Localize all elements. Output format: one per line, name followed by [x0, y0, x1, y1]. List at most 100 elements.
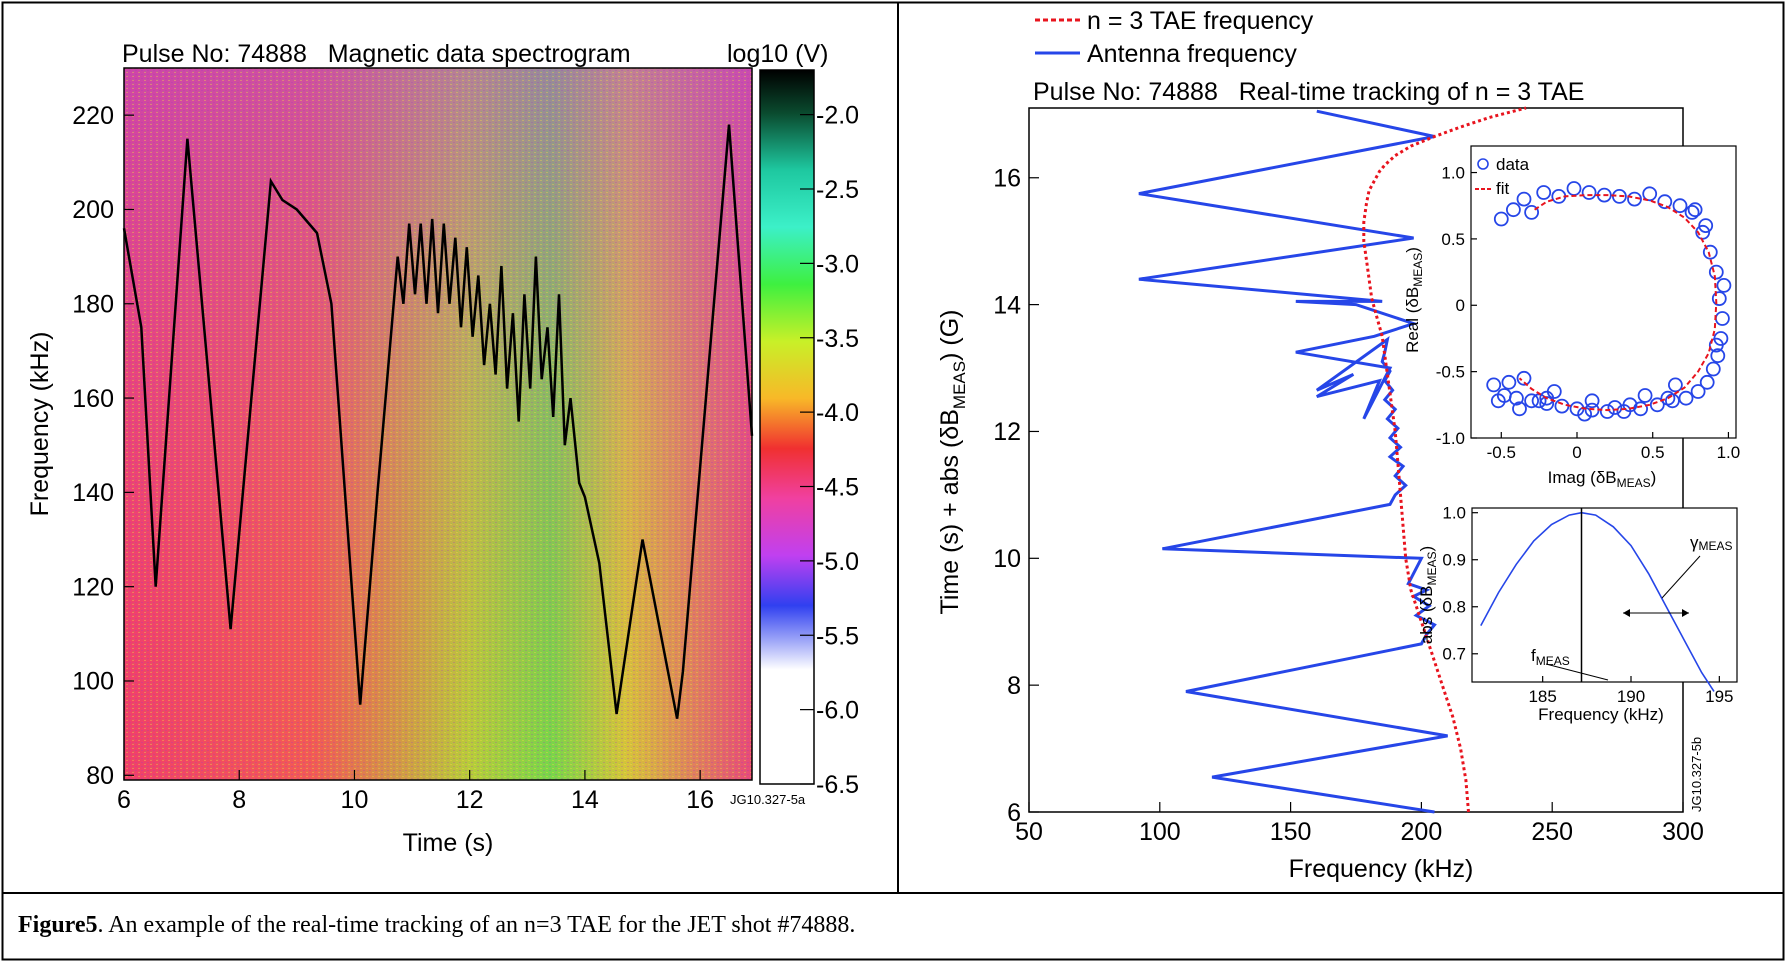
data-point — [1516, 370, 1532, 386]
inset-polar-x-label-tail: ) — [1651, 468, 1657, 487]
data-point — [1698, 218, 1714, 234]
y-tick-label: 120 — [72, 573, 114, 601]
colorbar-tick-label: -4.0 — [816, 399, 859, 427]
colorbar-tick-label: -2.5 — [816, 176, 859, 204]
colorbar-tick-label: -5.5 — [816, 622, 859, 650]
data-point — [1711, 291, 1727, 307]
inset-resonance-x-ticks: 185 190 195 — [1528, 676, 1734, 706]
y-tick-label: 0.8 — [1442, 598, 1466, 617]
x-tick-label: 200 — [1401, 818, 1443, 846]
spectrogram-frequency-trace — [122, 124, 754, 719]
inset-polar-plot: -0.5 0 0.5 1.0 -1.0 -0.5 0 0.5 1.0 data fit Ima… — [1403, 145, 1740, 490]
f-meas-arrow — [1545, 663, 1609, 681]
y-tick-label: 10 — [993, 545, 1021, 573]
spectrogram-y-ticks: 80 100 120 140 160 180 200 220 — [72, 102, 134, 790]
data-point — [1668, 377, 1683, 393]
data-point — [1695, 224, 1711, 240]
data-point — [1607, 400, 1623, 415]
data-point — [1705, 361, 1721, 377]
colorbar-ticks: -2.0 -2.5 -3.0 -3.5 -4.0 -4.5 -5.0 -5.5 -6.0 -6.5 — [800, 102, 859, 799]
y-tick-label: 0 — [1456, 296, 1465, 315]
x-tick-label: 50 — [1015, 818, 1043, 846]
data-point — [1524, 204, 1539, 220]
data-point — [1539, 390, 1555, 406]
tae-frequency-line — [1362, 106, 1527, 813]
tracking-y-label-main: Time (s) + abs (δB — [936, 409, 964, 614]
x-tick-label: 10 — [341, 786, 369, 814]
tracking-y-label-tail: ) (G) — [936, 310, 964, 361]
x-tick-label: 16 — [686, 786, 714, 814]
data-point — [1516, 191, 1532, 207]
inset-polar-x-label-main: Imag (δB — [1548, 468, 1617, 487]
colorbar-tick-label: -4.5 — [816, 474, 859, 502]
inset-resonance-x-label: Frequency (kHz) — [1538, 705, 1664, 724]
y-tick-label: 100 — [72, 668, 114, 696]
inset-resonance-y-label-tail: ) — [1417, 546, 1436, 552]
x-tick-label: 195 — [1705, 687, 1733, 706]
tracking-id-tag: JG10.327-5b — [1689, 737, 1704, 812]
y-tick-label: 16 — [993, 165, 1021, 193]
legend-antenna-label: Antenna frequency — [1087, 40, 1297, 68]
legend-fit-label: fit — [1496, 179, 1510, 198]
spectrogram-noise-texture — [124, 68, 752, 780]
data-point — [1649, 397, 1665, 413]
x-tick-label: 150 — [1270, 818, 1312, 846]
data-point — [1660, 390, 1676, 406]
data-point — [1672, 198, 1688, 214]
data-point — [1708, 264, 1724, 280]
data-point — [1584, 393, 1600, 409]
x-tick-label: 250 — [1531, 818, 1573, 846]
x-tick-label: 100 — [1139, 818, 1181, 846]
inset-polar-x-ticks: -0.5 0 0.5 1.0 — [1487, 432, 1740, 462]
x-tick-label: 0 — [1572, 443, 1581, 462]
antenna-frequency-line — [1138, 109, 1448, 814]
caption-text: . An example of the real-time tracking o… — [97, 912, 856, 938]
tracking-x-ticks: 50 100 150 200 250 300 — [1015, 802, 1704, 846]
inset-resonance-y-label: abs (δBMEAS) — [1417, 546, 1439, 644]
y-tick-label: 220 — [72, 102, 114, 130]
spectrogram-y-label: Frequency (kHz) — [26, 332, 54, 517]
colorbar-tick-label: -3.5 — [816, 325, 859, 353]
colorbar-tick-label: -6.0 — [816, 697, 859, 725]
inset-resonance-y-ticks: 0.7 0.8 0.9 1.0 — [1442, 504, 1478, 664]
data-point — [1690, 384, 1706, 399]
data-point — [1493, 211, 1509, 227]
inset-polar-y-label-sub: MEAS — [1411, 253, 1425, 287]
spectrogram-x-ticks: 6 8 10 12 14 16 — [117, 770, 714, 814]
data-point — [1687, 202, 1703, 218]
inset-polar-y-label-main: Real (δB — [1403, 287, 1422, 353]
x-tick-label: -0.5 — [1487, 443, 1516, 462]
data-point — [1486, 377, 1502, 393]
tracking-y-label-sub: MEAS — [950, 361, 969, 409]
data-point — [1536, 185, 1552, 200]
data-point — [1539, 396, 1555, 411]
x-tick-label: 12 — [456, 786, 484, 814]
caption-label: Figure5 — [18, 912, 98, 938]
y-tick-label: 80 — [86, 762, 114, 790]
data-point — [1702, 244, 1718, 260]
inset-polar-x-label-sub: MEAS — [1617, 476, 1651, 490]
colorbar-tick-label: -3.0 — [816, 250, 859, 278]
gamma-meas-pointer — [1661, 555, 1701, 599]
data-point — [1642, 186, 1658, 202]
data-point — [1581, 185, 1597, 200]
colorbar-tick-label: -2.0 — [816, 102, 859, 130]
colorbar — [759, 69, 815, 785]
y-tick-label: 200 — [72, 196, 114, 224]
x-tick-label: 6 — [117, 786, 131, 814]
inset-resonance-y-label-main: abs (δB — [1417, 586, 1436, 645]
data-point — [1716, 277, 1732, 293]
colorbar-tick-label: -5.0 — [816, 548, 859, 576]
spectrogram-title: Pulse No: 74888 Magnetic data spectrogra… — [122, 40, 631, 68]
gamma-meas-annotation-sub: MEAS — [1699, 539, 1733, 553]
inset-resonance-curve — [1480, 511, 1715, 692]
gamma-meas-annotation: γMEAS — [1690, 533, 1733, 553]
y-tick-label: 8 — [1007, 672, 1021, 700]
legend-data-marker — [1477, 158, 1489, 170]
x-tick-label: 14 — [571, 786, 599, 814]
spectrogram-id-tag: JG10.327-5a — [730, 792, 806, 807]
y-tick-label: 14 — [993, 291, 1021, 319]
data-point — [1599, 404, 1615, 419]
